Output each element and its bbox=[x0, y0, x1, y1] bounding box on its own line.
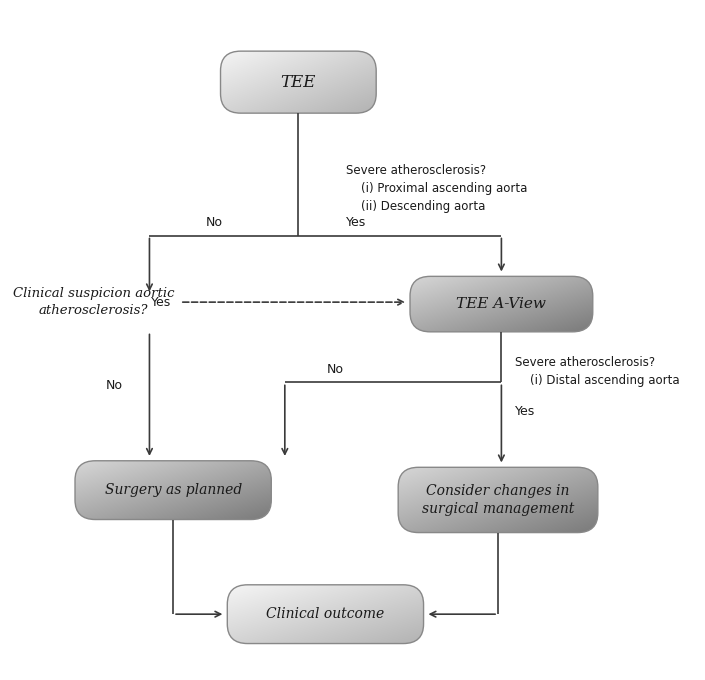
Text: Surgery as planned: Surgery as planned bbox=[104, 483, 242, 497]
Text: Yes: Yes bbox=[345, 216, 366, 229]
Text: No: No bbox=[327, 363, 344, 376]
Text: No: No bbox=[205, 216, 222, 229]
Text: TEE A-View: TEE A-View bbox=[456, 297, 546, 311]
Text: Consider changes in
surgical management: Consider changes in surgical management bbox=[422, 483, 574, 516]
Text: Yes: Yes bbox=[515, 405, 535, 418]
Text: Clinical suspicion aortic
atherosclerosis?: Clinical suspicion aortic atherosclerosi… bbox=[13, 287, 174, 317]
Text: Yes: Yes bbox=[151, 296, 171, 309]
Text: Clinical outcome: Clinical outcome bbox=[266, 607, 384, 621]
Text: No: No bbox=[106, 379, 123, 392]
Text: Severe atherosclerosis?
    (i) Distal ascending aorta: Severe atherosclerosis? (i) Distal ascen… bbox=[515, 356, 680, 388]
Text: TEE: TEE bbox=[281, 73, 316, 90]
Text: Severe atherosclerosis?
    (i) Proximal ascending aorta
    (ii) Descending aor: Severe atherosclerosis? (i) Proximal asc… bbox=[345, 164, 527, 213]
